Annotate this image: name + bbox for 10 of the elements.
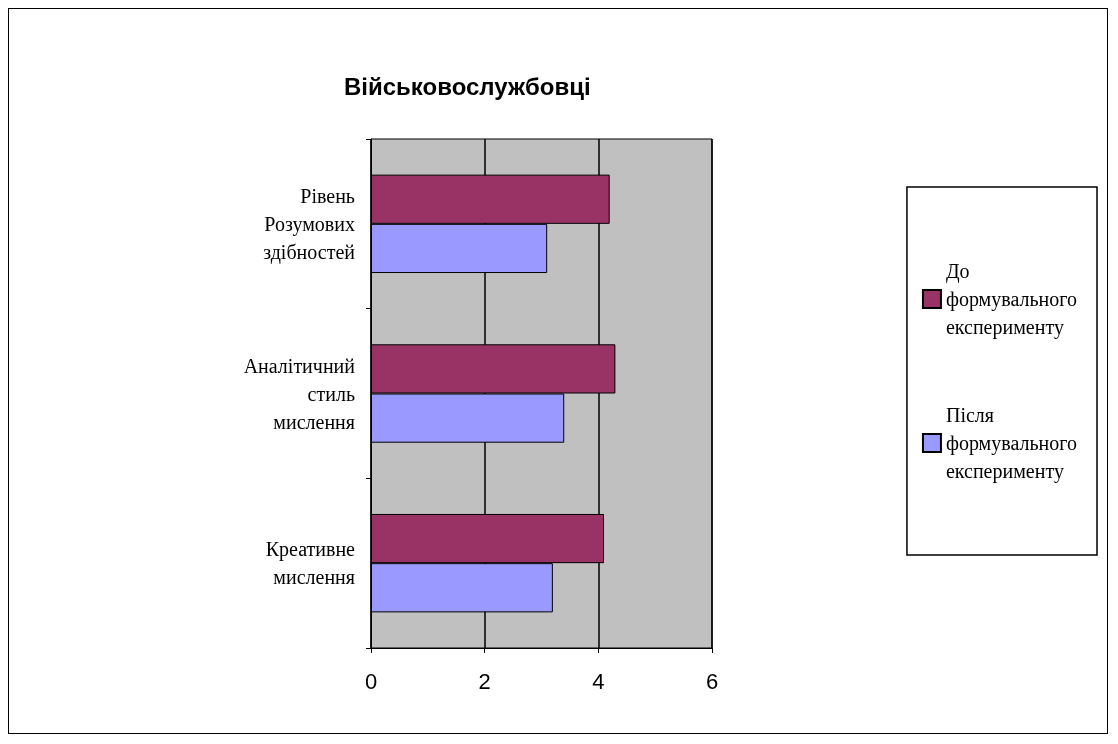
x-tick-label: 6 (705, 668, 719, 694)
legend-label: Після формувального експерименту (945, 404, 1078, 483)
y-tick-label: Рівень Розумових здібностей (263, 184, 356, 264)
legend-label: До формувального експерименту (945, 260, 1078, 339)
x-tick-label: 4 (592, 668, 605, 694)
x-tick-label: 2 (478, 668, 491, 694)
y-tick-label: Креативне мислення (265, 538, 356, 589)
y-tick-label: Аналітичний стиль мислення (243, 354, 356, 433)
x-tick-label: 0 (364, 668, 378, 694)
chart-title: Військовослужбовці (344, 72, 591, 100)
